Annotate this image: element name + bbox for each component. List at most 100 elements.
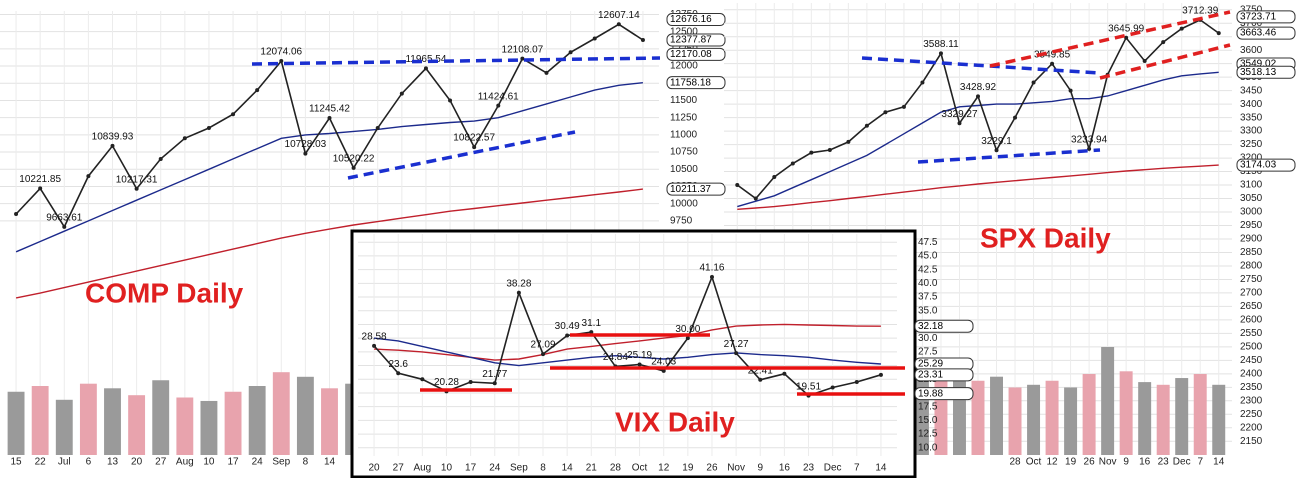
price-point: [854, 380, 859, 384]
volume-bar: [1027, 384, 1041, 455]
y-tick-label: 3250: [1240, 139, 1263, 150]
y-tick-label: 10750: [670, 147, 698, 158]
y-tick-label: 11250: [670, 112, 698, 123]
price-marker-label: 11758.18: [670, 77, 711, 88]
support-lines: [420, 333, 905, 396]
x-tick-label: Oct: [632, 463, 648, 474]
price-point: [589, 330, 594, 335]
price-annotation: 3329.27: [941, 109, 978, 120]
x-tick-label: 16: [779, 463, 791, 474]
price-marker-label: 3723.71: [1240, 11, 1277, 22]
price-point: [468, 380, 473, 384]
price-point: [1161, 40, 1166, 45]
price-point: [182, 136, 187, 141]
volume-bar: [176, 397, 194, 455]
price-marker-box: [914, 387, 974, 401]
price-marker-box: [1236, 10, 1296, 24]
y-tick-label: 2450: [1240, 355, 1263, 366]
x-tick-label: 12: [1047, 457, 1059, 468]
x-tick-label: 24: [252, 457, 264, 468]
y-tick-label: 3200: [1240, 153, 1263, 164]
x-tick-label: Aug: [413, 463, 431, 474]
series-line: [373, 274, 882, 397]
price-annotation: 11965.54: [405, 54, 446, 65]
price-point: [734, 351, 739, 356]
x-tick-label: Nov: [1099, 457, 1117, 468]
volume-bar: [152, 380, 170, 455]
x-tick-label: Nov: [727, 463, 745, 474]
price-point: [994, 148, 999, 153]
price-annotation: 3233.94: [1071, 135, 1108, 146]
price-marker-box: [1236, 158, 1296, 172]
y-tick-label: 3300: [1240, 126, 1263, 137]
y-tick-label: 2250: [1240, 409, 1263, 420]
price-marker-box: [914, 319, 974, 333]
price-point: [520, 56, 525, 61]
y-tick-label: 2800: [1240, 261, 1263, 272]
y-tick-label: 10.0: [918, 442, 938, 453]
price-point: [279, 58, 284, 63]
price-point: [565, 333, 570, 338]
x-tick-label: 14: [324, 457, 336, 468]
x-tick-label: 8: [540, 463, 546, 474]
y-tick-label: 42.5: [918, 264, 938, 275]
y-tick-label: 2550: [1240, 328, 1263, 339]
price-annotation: 11424.61: [478, 91, 519, 102]
chart-title: COMP Daily: [85, 277, 244, 308]
price-point: [878, 372, 883, 377]
price-marker-label: 10211.37: [670, 184, 711, 195]
x-tick-label: 14: [562, 463, 574, 474]
volume-bar: [200, 400, 218, 455]
price-annotation: 3712.39: [1182, 6, 1219, 17]
price-annotation: 9663.61: [46, 212, 83, 223]
price-point: [516, 290, 521, 295]
volume-bar: [7, 391, 25, 455]
x-tick-label: 16: [1139, 457, 1151, 468]
price-annotation: 12074.06: [260, 47, 302, 58]
y-tick-label: 2400: [1240, 368, 1263, 379]
price-annotation: 10839.93: [92, 132, 134, 143]
volume-bar: [1138, 382, 1152, 455]
y-tick-label: 11500: [670, 95, 698, 106]
price-annotation: 30.00: [675, 324, 700, 335]
price-point: [110, 143, 115, 148]
price-point: [134, 186, 139, 191]
trend-line: [251, 56, 661, 66]
y-tick-label: 11000: [670, 129, 698, 140]
price-annotation: 20.28: [434, 377, 459, 388]
y-tick-label: 3000: [1240, 207, 1263, 218]
volume-bar: [1045, 380, 1059, 455]
price-point: [1013, 115, 1018, 120]
price-point: [616, 22, 621, 27]
price-point: [1179, 26, 1184, 31]
price-marker-label: 23.31: [918, 369, 943, 380]
price-marker-box: [666, 33, 726, 47]
volume-bar: [1064, 387, 1078, 455]
volume-bar: [321, 388, 338, 455]
y-tick-label: 2750: [1240, 274, 1263, 285]
price-annotation: 3645.99: [1108, 23, 1145, 34]
price-point: [14, 211, 19, 216]
volume-bar: [1101, 347, 1115, 455]
trend-line: [989, 10, 1231, 68]
price-annotation: 22.41: [748, 365, 773, 376]
price-point: [420, 377, 425, 382]
price-point: [1050, 61, 1055, 66]
price-marker-label: 3663.46: [1240, 28, 1277, 39]
x-tick-label: 13: [107, 457, 119, 468]
x-tick-label: Dec: [1173, 457, 1191, 468]
x-tick-label: Oct: [1026, 457, 1042, 468]
volume-bar: [1156, 384, 1170, 455]
price-annotation: 28.58: [362, 332, 387, 343]
price-point: [492, 381, 497, 386]
price-point: [1031, 80, 1036, 85]
price-point: [846, 139, 851, 144]
price-point: [496, 103, 501, 108]
volume-bar: [1175, 378, 1189, 455]
price-annotation: 12108.07: [502, 44, 544, 55]
price-annotation: 19.51: [796, 381, 821, 392]
price-annotation: 30.49: [555, 321, 580, 332]
series-line: [15, 188, 643, 299]
x-tick-label: Sep: [272, 457, 290, 468]
